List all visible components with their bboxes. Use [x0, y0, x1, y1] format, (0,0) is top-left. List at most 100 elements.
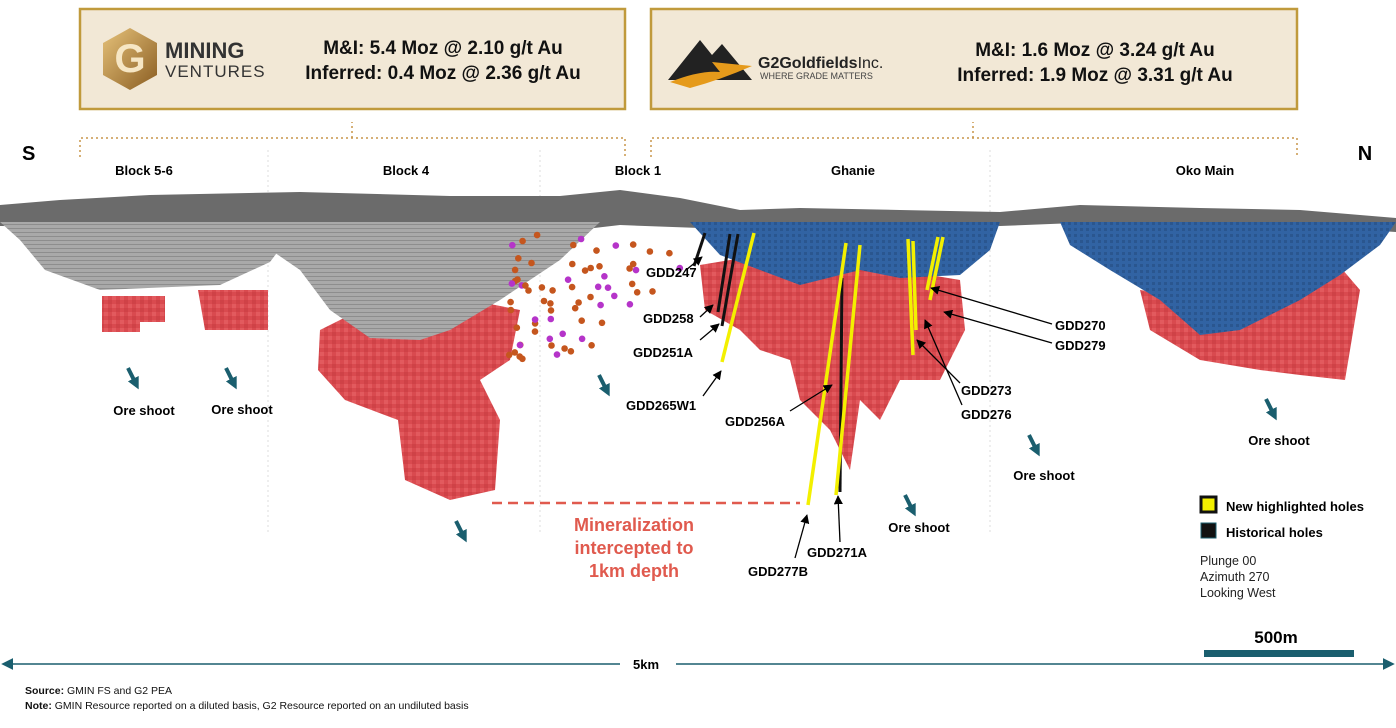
pointer [930, 285, 1053, 325]
intercept-dot [569, 260, 576, 268]
intercept-dot [559, 330, 566, 338]
intercept-dot [507, 298, 514, 306]
intercept-dot [525, 287, 532, 294]
intercept-dot [594, 283, 602, 291]
section-label: Block 5-6 [115, 163, 173, 178]
intercept-dot [528, 259, 535, 267]
intercept-dot [547, 315, 555, 323]
intercept-dot [570, 241, 577, 249]
intercept-dot [531, 328, 539, 335]
intercept-dot [509, 241, 516, 249]
intercept-dot [629, 260, 637, 268]
resource-inferred: Inferred: 1.9 Moz @ 3.31 g/t Au [957, 65, 1232, 86]
intercept-dot [567, 348, 575, 355]
pit [230, 222, 600, 340]
ore-shoot-arrows [126, 367, 1277, 543]
intercept-dot [568, 283, 576, 291]
intercept-dot [546, 335, 554, 343]
scale-label: 500m [1254, 628, 1297, 647]
pointer [789, 384, 833, 412]
intercept-dot [666, 249, 673, 257]
logo-text: G2GoldfieldsInc. [758, 55, 883, 72]
intercept-dot [597, 301, 604, 309]
intercept-dot [507, 306, 515, 314]
logo-text: MINING [165, 38, 244, 63]
annotation-line: Mineralization [574, 515, 694, 535]
intercept-dot [649, 288, 656, 295]
intercept-dot [513, 324, 521, 332]
intercept-dot [561, 345, 568, 352]
section-label: Block 4 [383, 163, 430, 178]
intercept-dot [601, 273, 608, 280]
hole-label: GDD276 [961, 407, 1012, 422]
pointer [699, 304, 714, 318]
bracket [79, 122, 1298, 157]
intercept-dot [533, 231, 541, 239]
logo [103, 28, 157, 90]
pointer [916, 339, 961, 384]
ore-shoot-label: Ore shoot [888, 520, 950, 535]
resource-mi: M&I: 5.4 Moz @ 2.10 g/t Au [323, 38, 563, 59]
direction: S [22, 143, 35, 165]
header-box [649, 7, 1299, 111]
direction: N [1358, 143, 1372, 165]
hole-label: GDD247 [646, 265, 697, 280]
ore-shoot-label: Ore shoot [1013, 468, 1075, 483]
intercept-dot [571, 304, 579, 312]
footer-source: Source: GMIN FS and G2 PEA [25, 685, 172, 697]
ore-shoot-label: Ore shoot [211, 402, 273, 417]
intercept-dot [604, 284, 612, 292]
ore-shoot-label: Ore shoot [1248, 433, 1310, 448]
intercept-dot [540, 297, 548, 305]
pointer [794, 514, 810, 559]
intercept-dot [676, 264, 684, 272]
intercept-dot [549, 287, 556, 294]
pointer [702, 370, 722, 397]
intercept-dot [629, 241, 637, 248]
logo-text: VENTURES [165, 62, 266, 81]
intercept-dot [598, 319, 606, 327]
intercept-dot [511, 266, 519, 274]
logo-tagline: WHERE GRADE MATTERS [760, 71, 873, 81]
intercept-dot [564, 276, 572, 284]
intercept-dot [588, 342, 595, 349]
hole-label: GDD258 [643, 311, 694, 326]
section-label: Oko Main [1176, 163, 1235, 178]
terrain [0, 190, 1396, 232]
header-box [78, 7, 627, 111]
intercept-dot [575, 299, 582, 306]
intercept-dot [581, 267, 589, 274]
intercept-dot [628, 280, 636, 288]
hole-label: GDD279 [1055, 338, 1106, 353]
intercept-dot [587, 264, 594, 272]
section-label: Ghanie [831, 163, 875, 178]
intercept-dot [519, 237, 526, 245]
legend-label: New highlighted holes [1226, 499, 1364, 514]
intercept-dot [578, 335, 586, 343]
intercept-dot [577, 235, 585, 243]
resource-mi: M&I: 1.6 Moz @ 3.24 g/t Au [975, 40, 1215, 61]
annotation-line: intercepted to [574, 538, 693, 558]
intercept-dot [611, 292, 618, 300]
hole-label: GDD277B [748, 564, 808, 579]
intercept-dot [511, 349, 519, 356]
annotation: Mineralization intercepted to 1km depth [574, 515, 694, 581]
section-divider [267, 150, 991, 535]
pointer [699, 323, 720, 341]
logo-mark: G [114, 37, 145, 81]
intercept-dot [578, 317, 585, 325]
intercept-dot [522, 282, 529, 289]
intercept-dot [548, 342, 555, 349]
intercept-dot [531, 316, 539, 323]
intercept-dot [516, 341, 524, 349]
footer-note: Note: GMIN Resource reported on a dilute… [25, 700, 469, 712]
intercept-dot [612, 242, 620, 249]
drill-intercepts [505, 231, 684, 363]
intercept-dot [547, 307, 555, 314]
pit [0, 222, 300, 290]
section-label: Block 1 [615, 163, 661, 178]
pointer [833, 495, 843, 543]
intercept-dot [626, 301, 634, 308]
intercept-dot [626, 265, 633, 272]
